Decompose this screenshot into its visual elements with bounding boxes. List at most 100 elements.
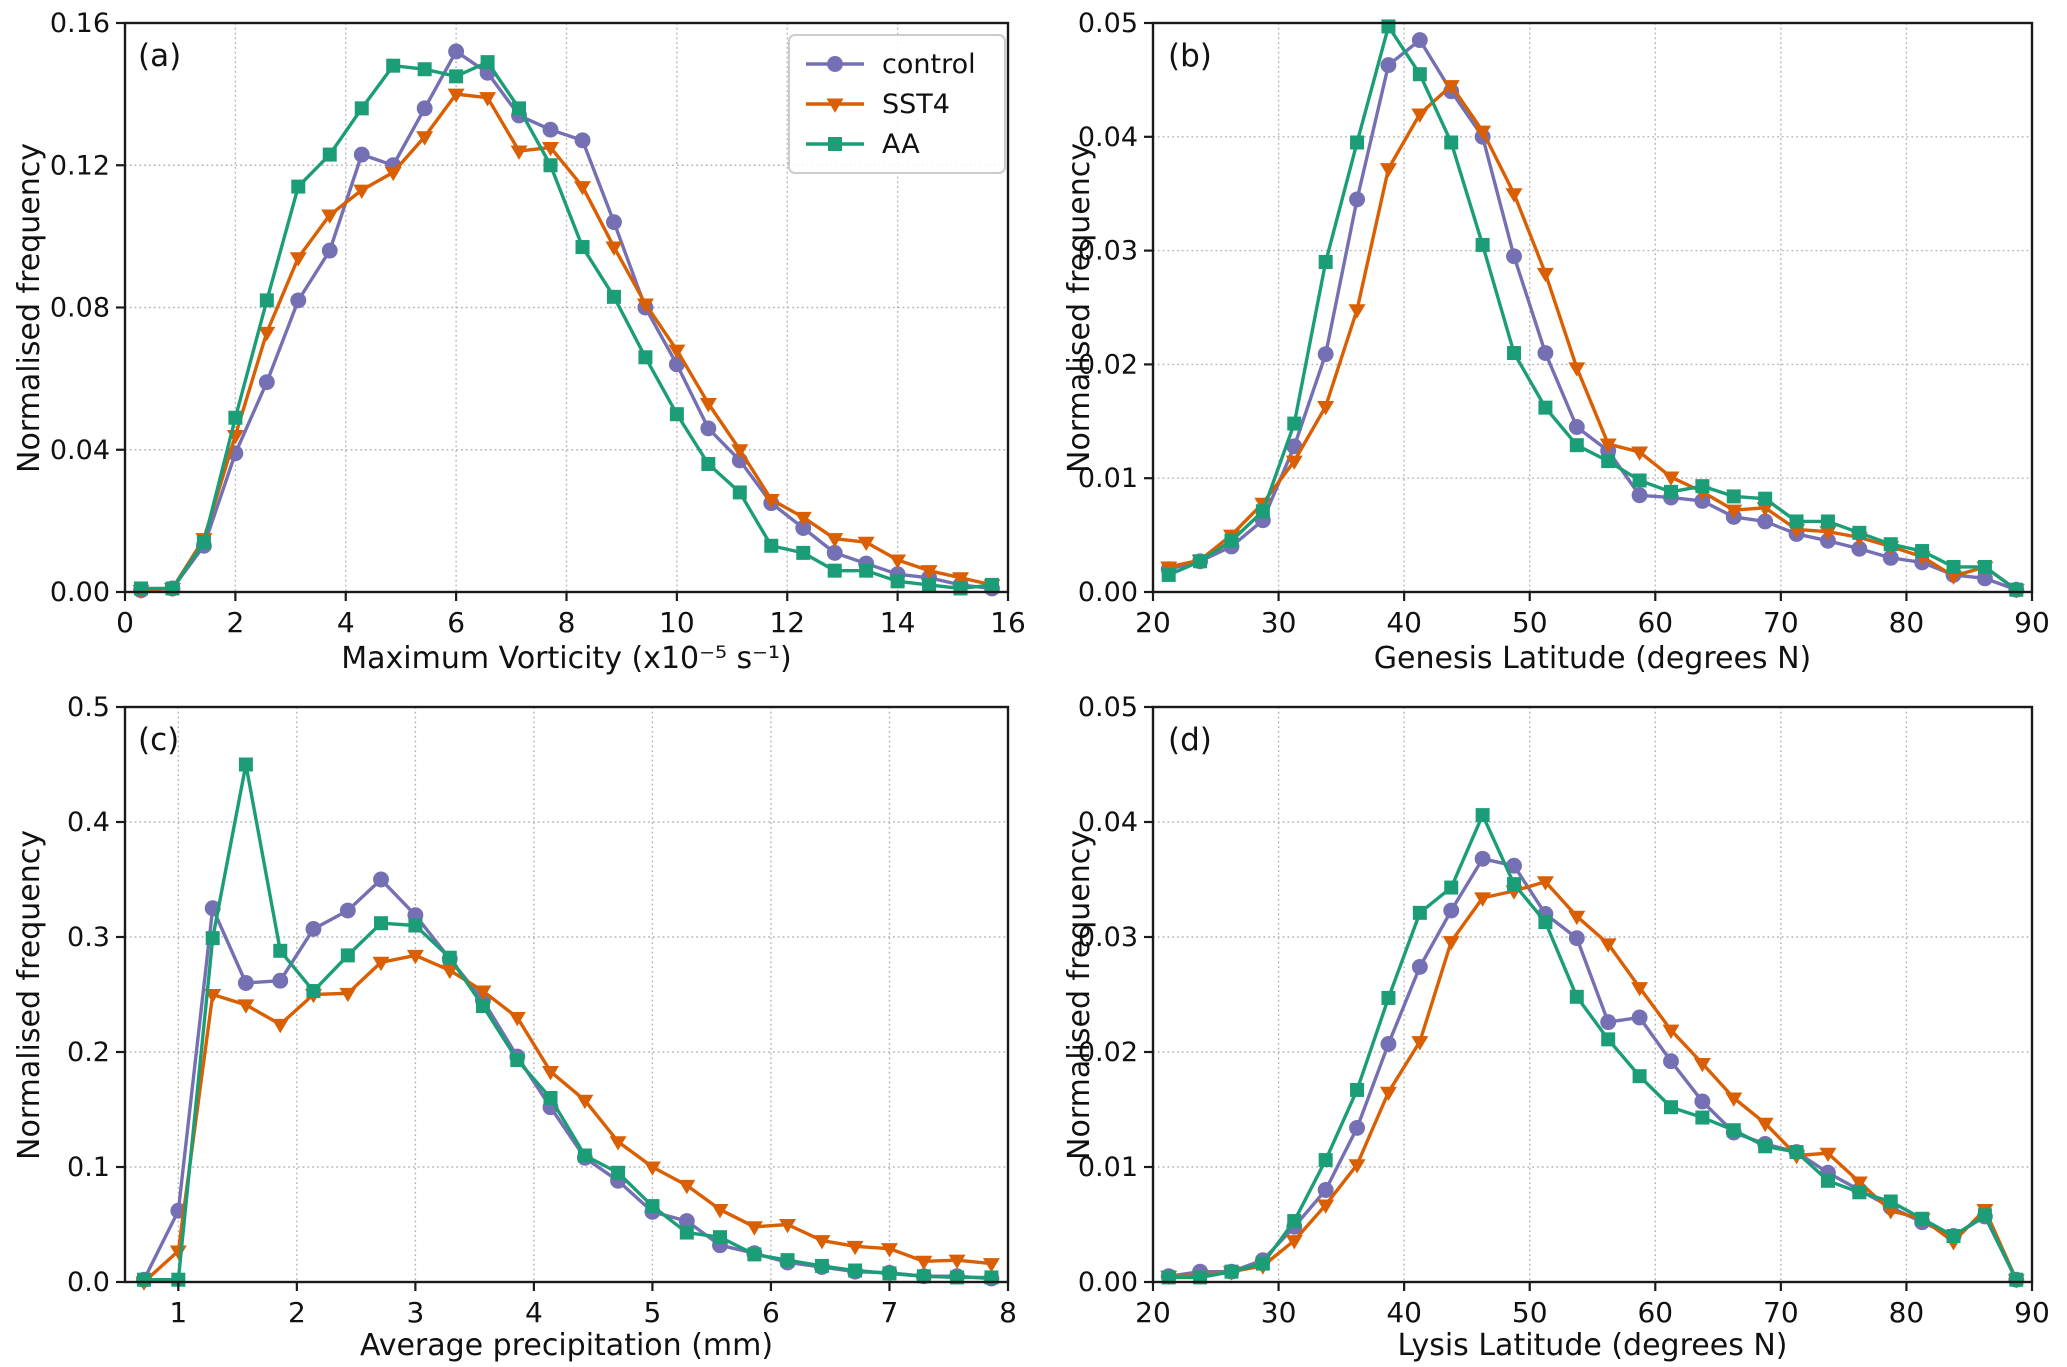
data-point-square <box>1852 1185 1867 1200</box>
series-AA-line <box>1166 813 2019 1282</box>
data-point-circle <box>1568 419 1585 435</box>
panel-c-letter: (c) <box>138 722 180 758</box>
series-AA <box>1161 19 2024 597</box>
y-tick-label: 0.01 <box>1078 1152 1138 1183</box>
data-point-square <box>1287 1214 1302 1229</box>
data-point-triangle <box>321 209 339 224</box>
data-point-square <box>205 931 220 946</box>
data-point-triangle <box>416 131 434 146</box>
data-point-square <box>1883 1194 1898 1209</box>
plot-box <box>1151 21 2034 594</box>
series-SST4 <box>135 949 1000 1291</box>
data-point-triangle <box>1474 892 1492 907</box>
data-point-square <box>1350 1082 1365 1097</box>
data-point-circle <box>416 100 433 117</box>
x-tick-label: 3 <box>406 1296 424 1329</box>
data-point-circle <box>353 146 370 163</box>
y-tick-label: 0.00 <box>1078 1267 1138 1298</box>
data-point-square <box>1977 559 1992 574</box>
x-tick-label: 60 <box>1637 1296 1673 1329</box>
data-point-triangle <box>889 554 907 569</box>
data-point-square <box>1224 1264 1239 1279</box>
data-point-triangle <box>779 1219 797 1234</box>
x-tick-label: 80 <box>1889 1296 1925 1329</box>
y-tick-label: 0.5 <box>67 692 110 723</box>
data-point-circle <box>1631 487 1648 504</box>
data-point-triangle <box>605 241 623 256</box>
data-point-square <box>543 1091 558 1105</box>
data-point-square <box>1695 479 1710 494</box>
data-point-triangle <box>1474 125 1492 140</box>
data-point-circle <box>258 374 275 391</box>
y-tick-label: 0.05 <box>1078 8 1138 39</box>
axis-ticks: 20 30 40 50 60 70 80 90 0.00 0.01 0.02 0.03 0.04 0.05 <box>1078 8 2050 639</box>
data-point-square <box>354 101 369 116</box>
data-point-square <box>1538 915 1553 930</box>
x-tick-label: 8 <box>558 606 576 639</box>
y-tick-label: 0.01 <box>1078 463 1138 494</box>
data-point-circle <box>1506 248 1522 265</box>
data-point-square <box>1255 1256 1270 1271</box>
data-point-square <box>712 1230 727 1245</box>
data-point-circle <box>290 292 307 309</box>
data-point-square <box>442 950 457 965</box>
data-point-square <box>1538 400 1553 415</box>
data-point-triangle <box>1631 446 1649 461</box>
aa-line-marker-icon <box>806 137 864 151</box>
data-point-triangle <box>1599 938 1617 953</box>
y-tick-label: 0.04 <box>50 435 110 466</box>
data-point-triangle <box>1725 504 1743 519</box>
x-tick-label: 50 <box>1512 606 1548 639</box>
data-point-square <box>679 1225 694 1240</box>
data-point-square <box>386 58 401 73</box>
panel-b-letter: (b) <box>1168 38 1212 74</box>
data-point-triangle <box>1285 1235 1303 1250</box>
data-point-square <box>238 757 253 772</box>
data-point-triangle <box>1442 936 1460 951</box>
series-SST4-line <box>139 92 994 592</box>
data-point-triangle <box>1819 526 1837 541</box>
y-tick-label: 0.08 <box>50 293 110 324</box>
data-point-square <box>859 563 874 578</box>
data-point-circle <box>1443 902 1460 919</box>
series-AA-line <box>1166 24 2019 592</box>
data-point-circle <box>1380 1036 1397 1052</box>
data-point-square <box>2009 1272 2024 1287</box>
y-tick-label: 0.12 <box>50 150 110 181</box>
data-point-triangle <box>1411 1036 1429 1051</box>
data-point-square <box>1883 537 1898 552</box>
data-point-square <box>1758 1139 1773 1154</box>
data-point-square <box>374 916 389 931</box>
data-point-square <box>417 62 432 77</box>
data-point-circle <box>1317 346 1334 363</box>
data-point-square <box>577 1148 592 1163</box>
data-point-square <box>828 137 842 151</box>
data-point-triangle <box>813 1235 831 1250</box>
data-point-triangle <box>271 1018 289 1034</box>
data-point-triangle <box>920 565 938 580</box>
data-point-square <box>1193 554 1208 569</box>
x-tick-label: 14 <box>880 606 916 639</box>
data-point-square <box>408 918 423 933</box>
data-point-circle <box>448 43 465 60</box>
data-point-circle <box>321 242 338 259</box>
panel-a-letter: (a) <box>138 38 182 74</box>
data-point-circle <box>700 420 717 437</box>
data-point-triangle <box>1662 471 1680 486</box>
panel-d-ylabel: Normalised frequency <box>1062 829 1097 1160</box>
x-tick-label: 40 <box>1386 1296 1422 1329</box>
data-point-circle <box>1317 1182 1334 1198</box>
data-point-triangle <box>372 956 390 972</box>
data-point-triangle <box>1442 80 1460 95</box>
data-point-square <box>1726 1123 1741 1138</box>
x-tick-label: 6 <box>447 606 465 639</box>
x-tick-label: 1 <box>169 1296 187 1329</box>
y-tick-label: 0.3 <box>67 922 110 953</box>
data-point-triangle <box>576 1094 594 1110</box>
panel-c-xlabel: Average precipitation (mm) <box>359 1328 774 1363</box>
data-point-circle <box>1568 930 1585 947</box>
data-point-square <box>796 545 811 560</box>
panel-c-ylabel: Normalised frequency <box>12 829 47 1160</box>
data-point-square <box>1695 1110 1710 1125</box>
